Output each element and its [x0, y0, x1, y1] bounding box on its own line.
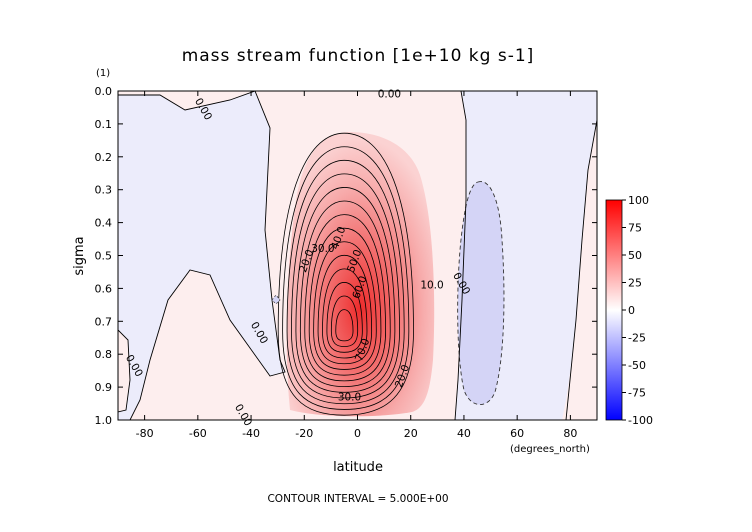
zero-contour-far-north [565, 119, 597, 420]
y-tick-label: 0.6 [95, 282, 113, 295]
y-tick-label: 0.8 [95, 348, 113, 361]
colorbar-label: -75 [628, 387, 646, 400]
y-tick-label: 0.7 [95, 315, 113, 328]
colorbar-label: -100 [628, 414, 653, 427]
x-axis: -80 -60 -40 -20 0 20 40 60 80 [136, 91, 577, 440]
colorbar-label: 75 [628, 222, 642, 235]
contour-label: 30.0 [311, 243, 334, 255]
y-tick-label: 0.0 [95, 85, 113, 98]
y-tick-label: 1.0 [95, 414, 113, 427]
colorbar-label: 0 [628, 304, 635, 317]
y-units-label: (1) [96, 68, 110, 79]
y-tick-label: 0.4 [95, 217, 113, 230]
positive-contour-line [291, 173, 400, 399]
x-tick-label: 80 [563, 427, 577, 440]
colorbar-ticks: 100 75 50 25 0 -25 -50 -75 -100 [622, 194, 653, 427]
colorbar-label: -25 [628, 332, 646, 345]
positive-contour-line [277, 132, 414, 416]
northern-negative-cell [457, 181, 505, 405]
colorbar-label: 50 [628, 249, 642, 262]
x-units-label: (degrees_north) [510, 444, 590, 455]
colorbar: 100 75 50 25 0 -25 -50 -75 -100 [605, 194, 653, 427]
zero-contour-top [118, 91, 256, 111]
negative-region-southwest [118, 91, 285, 420]
chart-title: mass stream function [1e+10 kg s-1] [182, 46, 535, 66]
x-tick-label: -20 [295, 427, 313, 440]
x-tick-label: -60 [189, 427, 207, 440]
positive-tongue-south [118, 91, 255, 110]
x-tick-label: 60 [510, 427, 524, 440]
positive-contour-line [308, 227, 382, 376]
zero-contour-sliver [118, 329, 131, 413]
positive-contour-line [317, 254, 373, 365]
positive-contour-line [286, 159, 405, 405]
x-tick-label: 0 [354, 427, 361, 440]
contour-label: 30.0 [338, 391, 361, 403]
y-tick-label: 0.9 [95, 381, 113, 394]
positive-contour-line [313, 241, 377, 370]
y-axis-label: sigma [72, 236, 87, 275]
main-positive-cell [286, 132, 435, 417]
positive-contour-line [335, 309, 354, 342]
x-tick-label: 20 [404, 427, 418, 440]
x-tick-label: -40 [242, 427, 260, 440]
zero-contour-north [454, 91, 467, 420]
tiny-negative-blob [271, 294, 281, 305]
contour-label: 10.0 [420, 279, 443, 291]
colorbar-label: 100 [628, 194, 649, 207]
positive-contour-line [282, 146, 410, 410]
y-tick-label: 0.1 [95, 118, 113, 131]
positive-contour-line [326, 282, 363, 353]
positive-contour-line [330, 295, 359, 347]
plot-area: 0.000.000.000.000.000.0010.020.030.040.0… [117, 89, 598, 428]
contour-label: 0.00 [378, 89, 401, 101]
positive-contour-line [322, 268, 368, 359]
y-tick-label: 0.5 [95, 250, 113, 263]
positive-contours [277, 132, 414, 416]
positive-contour-line [304, 214, 386, 382]
y-axis: 0.0 0.1 0.2 0.3 0.4 0.5 0.6 0.7 0.8 0.9 1.0 [95, 85, 597, 427]
colorbar-label: 25 [628, 277, 642, 290]
y-tick-label: 0.2 [95, 151, 113, 164]
y-tick-label: 0.3 [95, 184, 113, 197]
contour-interval-note: CONTOUR INTERVAL = 5.000E+00 [267, 493, 448, 505]
x-tick-label: 40 [457, 427, 471, 440]
positive-contour-line [299, 200, 391, 387]
colorbar-label: -50 [628, 359, 646, 372]
zero-contour-south [129, 91, 286, 420]
positive-contour-line [295, 187, 396, 393]
positive-sliver-south [118, 330, 130, 412]
x-tick-label: -80 [136, 427, 154, 440]
x-axis-label: latitude [333, 460, 383, 475]
colorbar-gradient [605, 199, 623, 421]
